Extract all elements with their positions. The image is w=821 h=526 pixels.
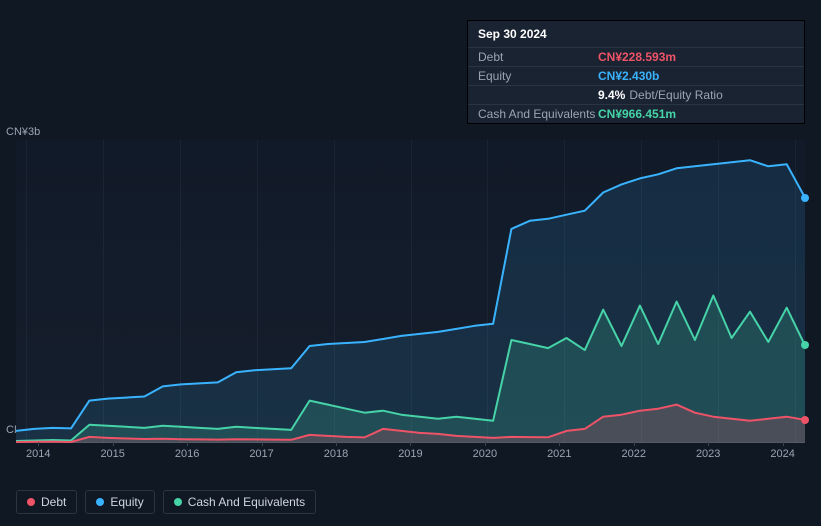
- tooltip-date: Sep 30 2024: [468, 21, 804, 47]
- x-tick: 2017: [249, 448, 273, 460]
- tooltip-row: EquityCN¥2.430b: [468, 66, 804, 85]
- tooltip-value: CN¥228.593m: [598, 50, 676, 64]
- x-tick: 2022: [622, 448, 646, 460]
- tooltip-label: [478, 88, 598, 102]
- legend-item[interactable]: Debt: [16, 490, 77, 514]
- x-tick: 2018: [324, 448, 348, 460]
- series-end-dot: [801, 416, 809, 424]
- tooltip-sublabel: Debt/Equity Ratio: [629, 88, 722, 102]
- legend-dot-icon: [96, 498, 104, 506]
- x-tick: 2019: [398, 448, 422, 460]
- x-tick: 2015: [100, 448, 124, 460]
- tooltip-label: Debt: [478, 50, 598, 64]
- tooltip-label: Cash And Equivalents: [478, 107, 598, 121]
- tooltip-value: 9.4%Debt/Equity Ratio: [598, 88, 723, 102]
- x-tick: 2021: [547, 448, 571, 460]
- tooltip-value: CN¥966.451m: [598, 107, 676, 121]
- legend-item[interactable]: Cash And Equivalents: [163, 490, 316, 514]
- summary-tooltip: Sep 30 2024 DebtCN¥228.593mEquityCN¥2.43…: [467, 20, 805, 124]
- x-axis: 2014 2015 2016 2017 2018 2019 2020 2021 2022 2023…: [16, 448, 805, 460]
- x-tick: 2016: [175, 448, 199, 460]
- legend-label: Cash And Equivalents: [188, 495, 305, 509]
- tooltip-row: 9.4%Debt/Equity Ratio: [468, 85, 804, 104]
- legend-item[interactable]: Equity: [85, 490, 154, 514]
- tooltip-row: Cash And EquivalentsCN¥966.451m: [468, 104, 804, 123]
- chart-area: [16, 140, 805, 443]
- x-tick: 2023: [696, 448, 720, 460]
- tooltip-label: Equity: [478, 69, 598, 83]
- x-tick: 2024: [770, 448, 794, 460]
- y-tick-top: CN¥3b: [6, 126, 40, 138]
- series-debt: [16, 140, 805, 443]
- tooltip-value: CN¥2.430b: [598, 69, 659, 83]
- legend-dot-icon: [27, 498, 35, 506]
- x-tick: 2014: [26, 448, 50, 460]
- legend-label: Debt: [41, 495, 66, 509]
- legend: Debt Equity Cash And Equivalents: [16, 490, 316, 514]
- legend-label: Equity: [110, 495, 143, 509]
- legend-dot-icon: [174, 498, 182, 506]
- tooltip-row: DebtCN¥228.593m: [468, 47, 804, 66]
- x-tick: 2020: [473, 448, 497, 460]
- chart-plot[interactable]: [16, 140, 805, 443]
